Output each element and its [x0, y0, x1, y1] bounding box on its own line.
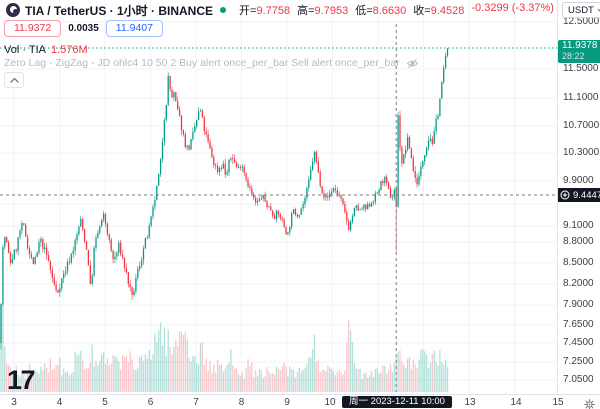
price-tick-label: 7.6500: [563, 319, 594, 330]
ohlc-item-3: 收=9.4528: [413, 5, 465, 17]
price-tick-label: 10.3000: [563, 147, 600, 158]
bar-countdown: 28:22: [562, 51, 585, 61]
price-tick-label: 7.0500: [563, 374, 594, 385]
crosshair-price-value: 9.4447: [573, 189, 600, 201]
price-tick-label: 10.7000: [563, 120, 600, 131]
collapse-legend-button[interactable]: [4, 72, 24, 88]
volume-indicator-label[interactable]: Vol · TIA: [4, 44, 46, 56]
time-tick-label: 15: [552, 397, 564, 408]
eye-off-icon[interactable]: [406, 58, 419, 69]
price-tick-label: 7.9000: [563, 299, 594, 310]
indicator-title[interactable]: Zero Lag - ZigZag - JD ohlc4 10 50 2 Buy…: [4, 57, 400, 69]
price-tick-label: 12.5000: [563, 16, 600, 27]
ohlc-item-0: 开=9.7758: [239, 5, 291, 17]
ohlc-item-2: 低=8.6630: [355, 5, 407, 17]
price-tick-label: 8.5000: [563, 257, 594, 268]
volume-value: 1.576M: [50, 44, 88, 56]
currency-label: USDT: [568, 4, 594, 16]
plus-circle-icon[interactable]: [560, 190, 570, 200]
market-status-dot-icon[interactable]: [220, 7, 227, 13]
tradingview-watermark-logo: 17: [7, 365, 35, 395]
time-tick-label: 9: [284, 397, 290, 408]
time-tick-label: 10: [324, 397, 336, 408]
time-tick-label: 8: [238, 397, 245, 408]
crosshair-date-label: 周一 2023-12-11 10:00: [342, 396, 452, 408]
price-tick-label: 8.2000: [563, 278, 594, 289]
time-tick-label: 4: [56, 397, 63, 408]
chevron-up-icon: [9, 77, 19, 83]
price-tick-label: 9.9000: [563, 175, 594, 186]
time-tick-label: 7: [193, 397, 199, 408]
ohlc-change: -0.3299 (-3.37%): [471, 2, 554, 14]
current-price-value: 11.9378: [562, 40, 598, 51]
time-tick-label: 5: [102, 397, 108, 408]
symbol-title[interactable]: TIA / TetherUS · 1小时 · BINANCE: [25, 3, 214, 18]
currency-selector-button[interactable]: USDT: [562, 2, 600, 18]
time-tick-label: 14: [510, 397, 522, 408]
time-tick-label: 6: [147, 397, 154, 408]
ohlc-item-1: 高=9.7953: [297, 5, 349, 17]
sell-price-button[interactable]: 11.9372: [4, 20, 62, 37]
time-axis[interactable]: 周一 2023-12-11 10:00 3 4 5 6 7 8 9 10 13 14 15: [0, 394, 600, 409]
price-axis[interactable]: 11.9378 28:22 9.4447 12.5000 11.5000 11.10…: [557, 0, 600, 394]
axis-settings-gear-icon[interactable]: [584, 397, 595, 409]
legend: TIA / TetherUS · 1小时 · BINANCE 开=9.7758 高…: [4, 2, 554, 88]
chevron-down-icon: [597, 8, 600, 12]
buy-price-button[interactable]: 11.9407: [105, 20, 163, 37]
price-tick-label: 7.4500: [563, 337, 594, 348]
price-tick-label: 9.1000: [563, 220, 594, 231]
current-price-label: 11.9378 28:22: [558, 40, 600, 63]
spread-value: 0.0035: [68, 23, 99, 34]
ohlc-values: 开=9.7758 高=9.7953 低=8.6630 收=9.4528 -0.3299 …: [239, 2, 554, 18]
price-tick-label: 11.1000: [563, 92, 599, 103]
price-tick-label: 8.8000: [563, 236, 594, 247]
price-tick-label: 7.2500: [563, 356, 594, 367]
symbol-logo-icon: [6, 3, 20, 17]
time-tick-label: 13: [464, 397, 476, 408]
price-tick-label: 11.5000: [563, 63, 599, 74]
time-tick-label: 3: [11, 397, 17, 408]
crosshair-price-label: 9.4447: [558, 188, 600, 202]
